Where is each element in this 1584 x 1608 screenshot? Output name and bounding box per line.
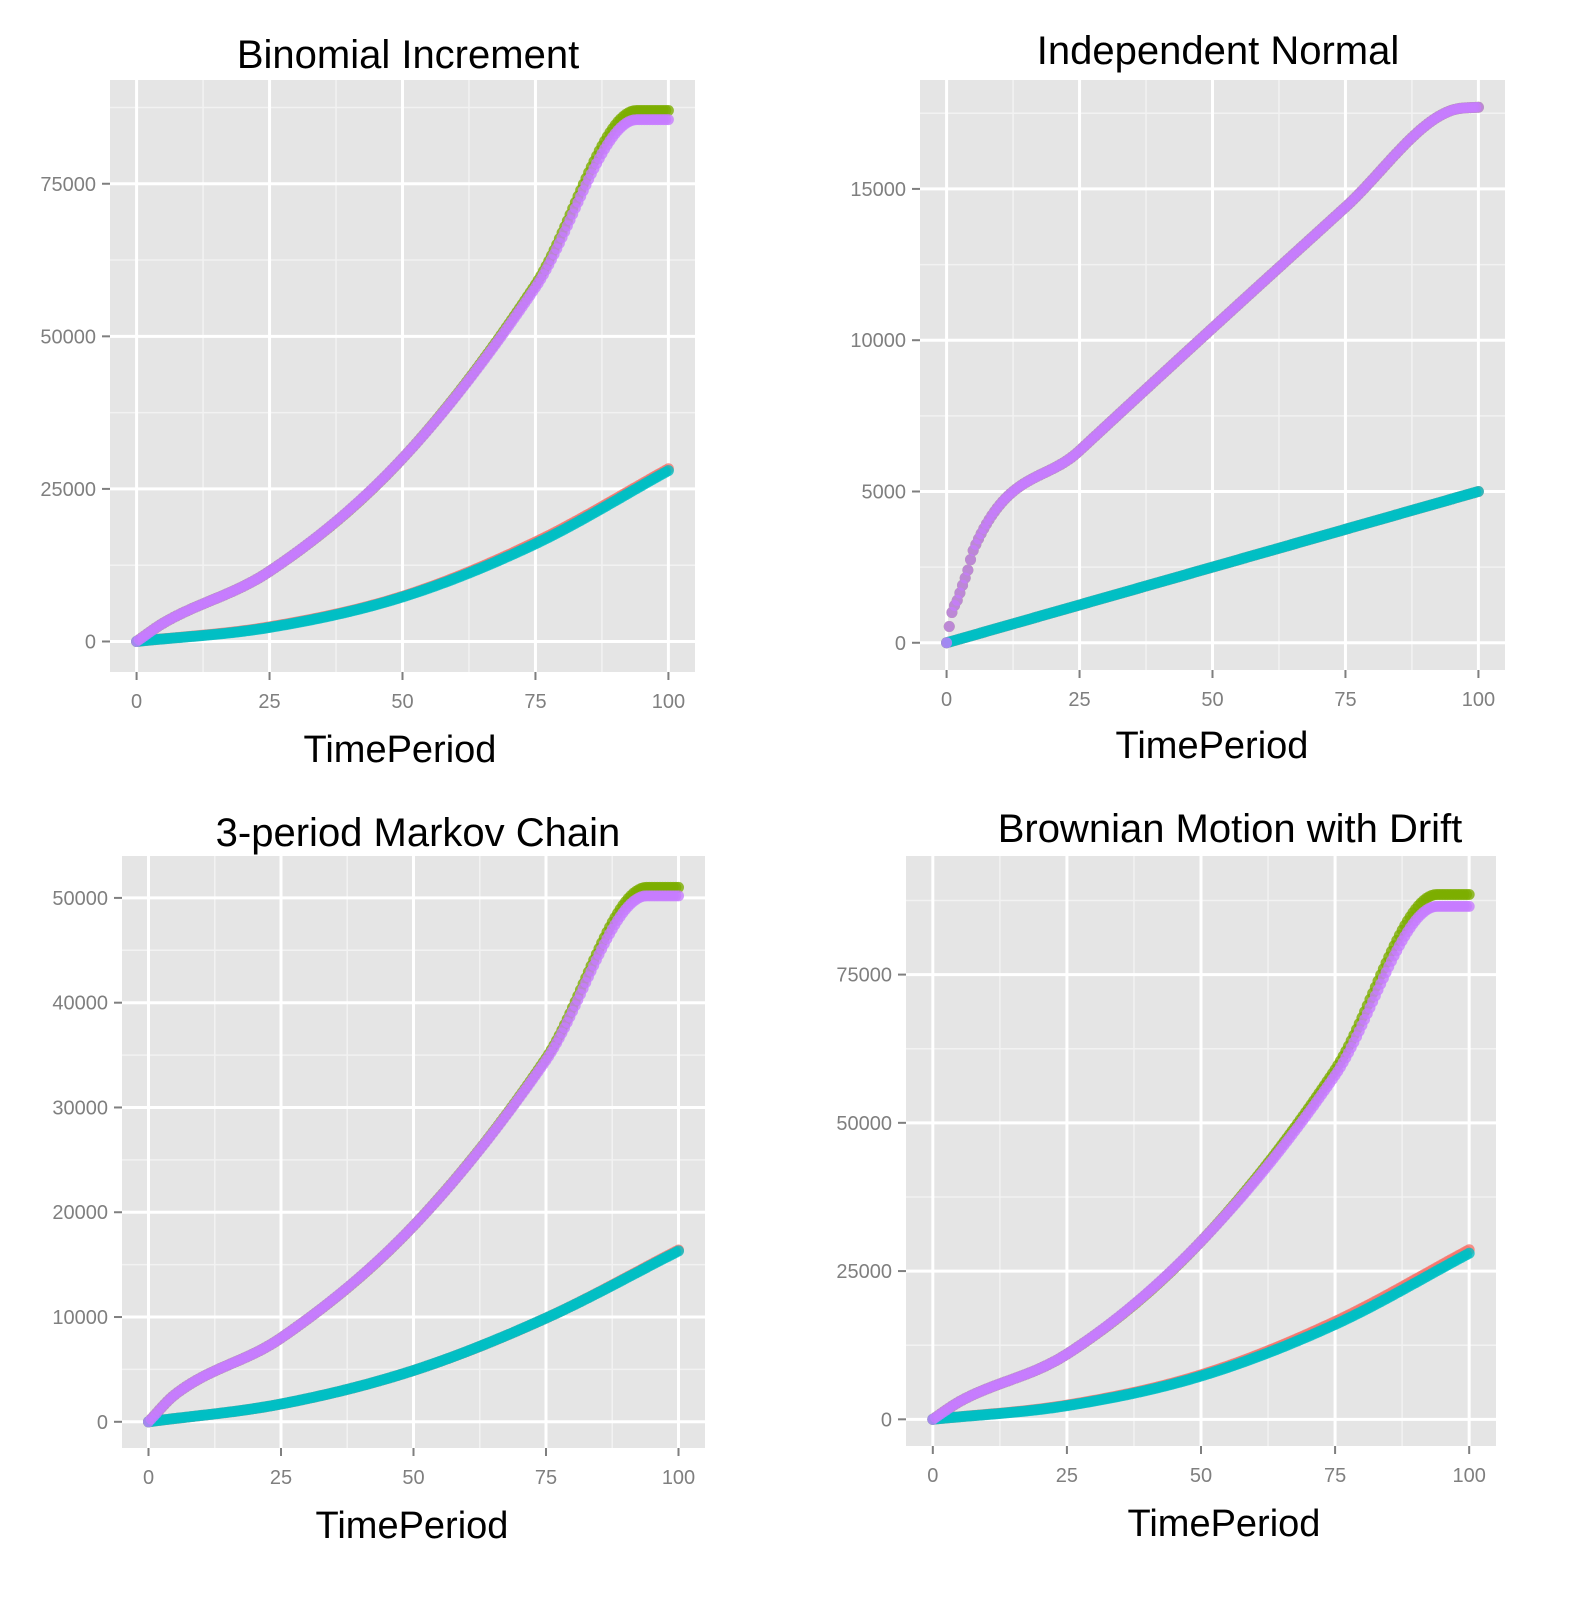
y-tick-label: 0 [881, 1409, 892, 1431]
chart-panel-markov-chain: 0 25 50 75 100 0 10000 20000 30000 40000 50000 3-pe… [0, 804, 792, 1608]
x-tick-label: 100 [652, 691, 685, 713]
x-tick-label: 75 [1334, 689, 1356, 711]
series-3 [143, 890, 684, 1428]
x-tick-label: 0 [131, 691, 142, 713]
x-tick-label: 25 [1068, 689, 1090, 711]
y-tick-label: 50000 [52, 888, 108, 910]
x-tick-label: 50 [1201, 689, 1223, 711]
chart-title: 3-period Markov Chain [216, 811, 621, 855]
chart-svg: 0 25 50 75 100 0 5000 10000 15000 Independent Nor… [850, 29, 1505, 767]
x-tick-label: 0 [143, 1467, 154, 1489]
x-axis-label: TimePeriod [1128, 1503, 1321, 1545]
x-axis-label: TimePeriod [304, 729, 497, 771]
x-tick-label: 75 [524, 691, 546, 713]
chart-svg: 0 25 50 75 100 0 25000 50000 75000 Brownian Motio… [836, 807, 1496, 1545]
y-tick-label: 50000 [836, 1113, 892, 1135]
series-2 [927, 1247, 1475, 1425]
chart-svg: 0 25 50 75 100 0 10000 20000 30000 40000 50000 3-pe… [52, 811, 705, 1547]
x-tick-label: 75 [535, 1467, 557, 1489]
y-tick-label: 10000 [52, 1307, 108, 1329]
y-tick-label: 75000 [836, 965, 892, 987]
x-tick-label: 50 [391, 691, 413, 713]
y-tick-label: 0 [97, 1412, 108, 1434]
series-2 [143, 1245, 684, 1428]
y-tick-label: 0 [85, 631, 96, 653]
chart-svg: 0 25 50 75 100 0 25000 50000 75000 Binomial Incre… [40, 33, 695, 771]
data-point [673, 890, 684, 902]
x-tick-label: 0 [927, 1465, 938, 1487]
data-point [673, 881, 684, 893]
data-point [965, 554, 977, 566]
data-point [962, 564, 974, 576]
y-tick-label: 10000 [850, 330, 906, 352]
x-tick-label: 50 [402, 1467, 424, 1489]
x-axis-label: TimePeriod [1116, 725, 1309, 767]
x-tick-label: 25 [258, 691, 280, 713]
chart-panel-binomial-increment: 0 25 50 75 100 0 25000 50000 75000 Binomial Incre… [0, 0, 792, 804]
data-point [1472, 485, 1484, 497]
data-point [1463, 889, 1475, 901]
y-tick-label: 25000 [40, 479, 96, 501]
chart-title: Independent Normal [1037, 29, 1399, 73]
data-point [1472, 101, 1484, 113]
y-tick-label: 50000 [40, 326, 96, 348]
x-tick-label: 0 [941, 689, 952, 711]
x-tick-label: 50 [1190, 1465, 1212, 1487]
x-tick-label: 25 [270, 1467, 292, 1489]
data-point [662, 465, 674, 477]
data-point [1463, 900, 1475, 912]
x-tick-label: 100 [662, 1467, 695, 1489]
y-tick-label: 20000 [52, 1202, 108, 1224]
data-point [943, 621, 955, 633]
x-tick-label: 25 [1056, 1465, 1078, 1487]
y-tick-label: 75000 [40, 174, 96, 196]
x-tick-label: 75 [1324, 1465, 1346, 1487]
y-tick-label: 40000 [52, 993, 108, 1015]
chart-title: Binomial Increment [237, 33, 579, 77]
x-tick-label: 100 [1452, 1465, 1485, 1487]
y-tick-label: 30000 [52, 1097, 108, 1119]
series-3 [941, 101, 1484, 649]
y-tick-label: 0 [895, 633, 906, 655]
y-tick-label: 25000 [836, 1261, 892, 1283]
x-axis-label: TimePeriod [316, 1505, 509, 1547]
data-point [662, 105, 674, 117]
chart-title: Brownian Motion with Drift [998, 807, 1463, 851]
data-point [673, 1245, 684, 1257]
data-point [941, 637, 953, 649]
chart-panel-independent-normal: 0 25 50 75 100 0 5000 10000 15000 Independent Nor… [792, 0, 1584, 804]
chart-panel-brownian-motion: 0 25 50 75 100 0 25000 50000 75000 Brownian Motio… [792, 804, 1584, 1608]
x-tick-label: 100 [1462, 689, 1495, 711]
data-point [1463, 1247, 1475, 1259]
y-tick-label: 5000 [862, 481, 907, 503]
series-3 [927, 900, 1475, 1425]
data-point [662, 114, 674, 126]
series-3 [131, 114, 674, 647]
y-tick-label: 15000 [850, 179, 906, 201]
